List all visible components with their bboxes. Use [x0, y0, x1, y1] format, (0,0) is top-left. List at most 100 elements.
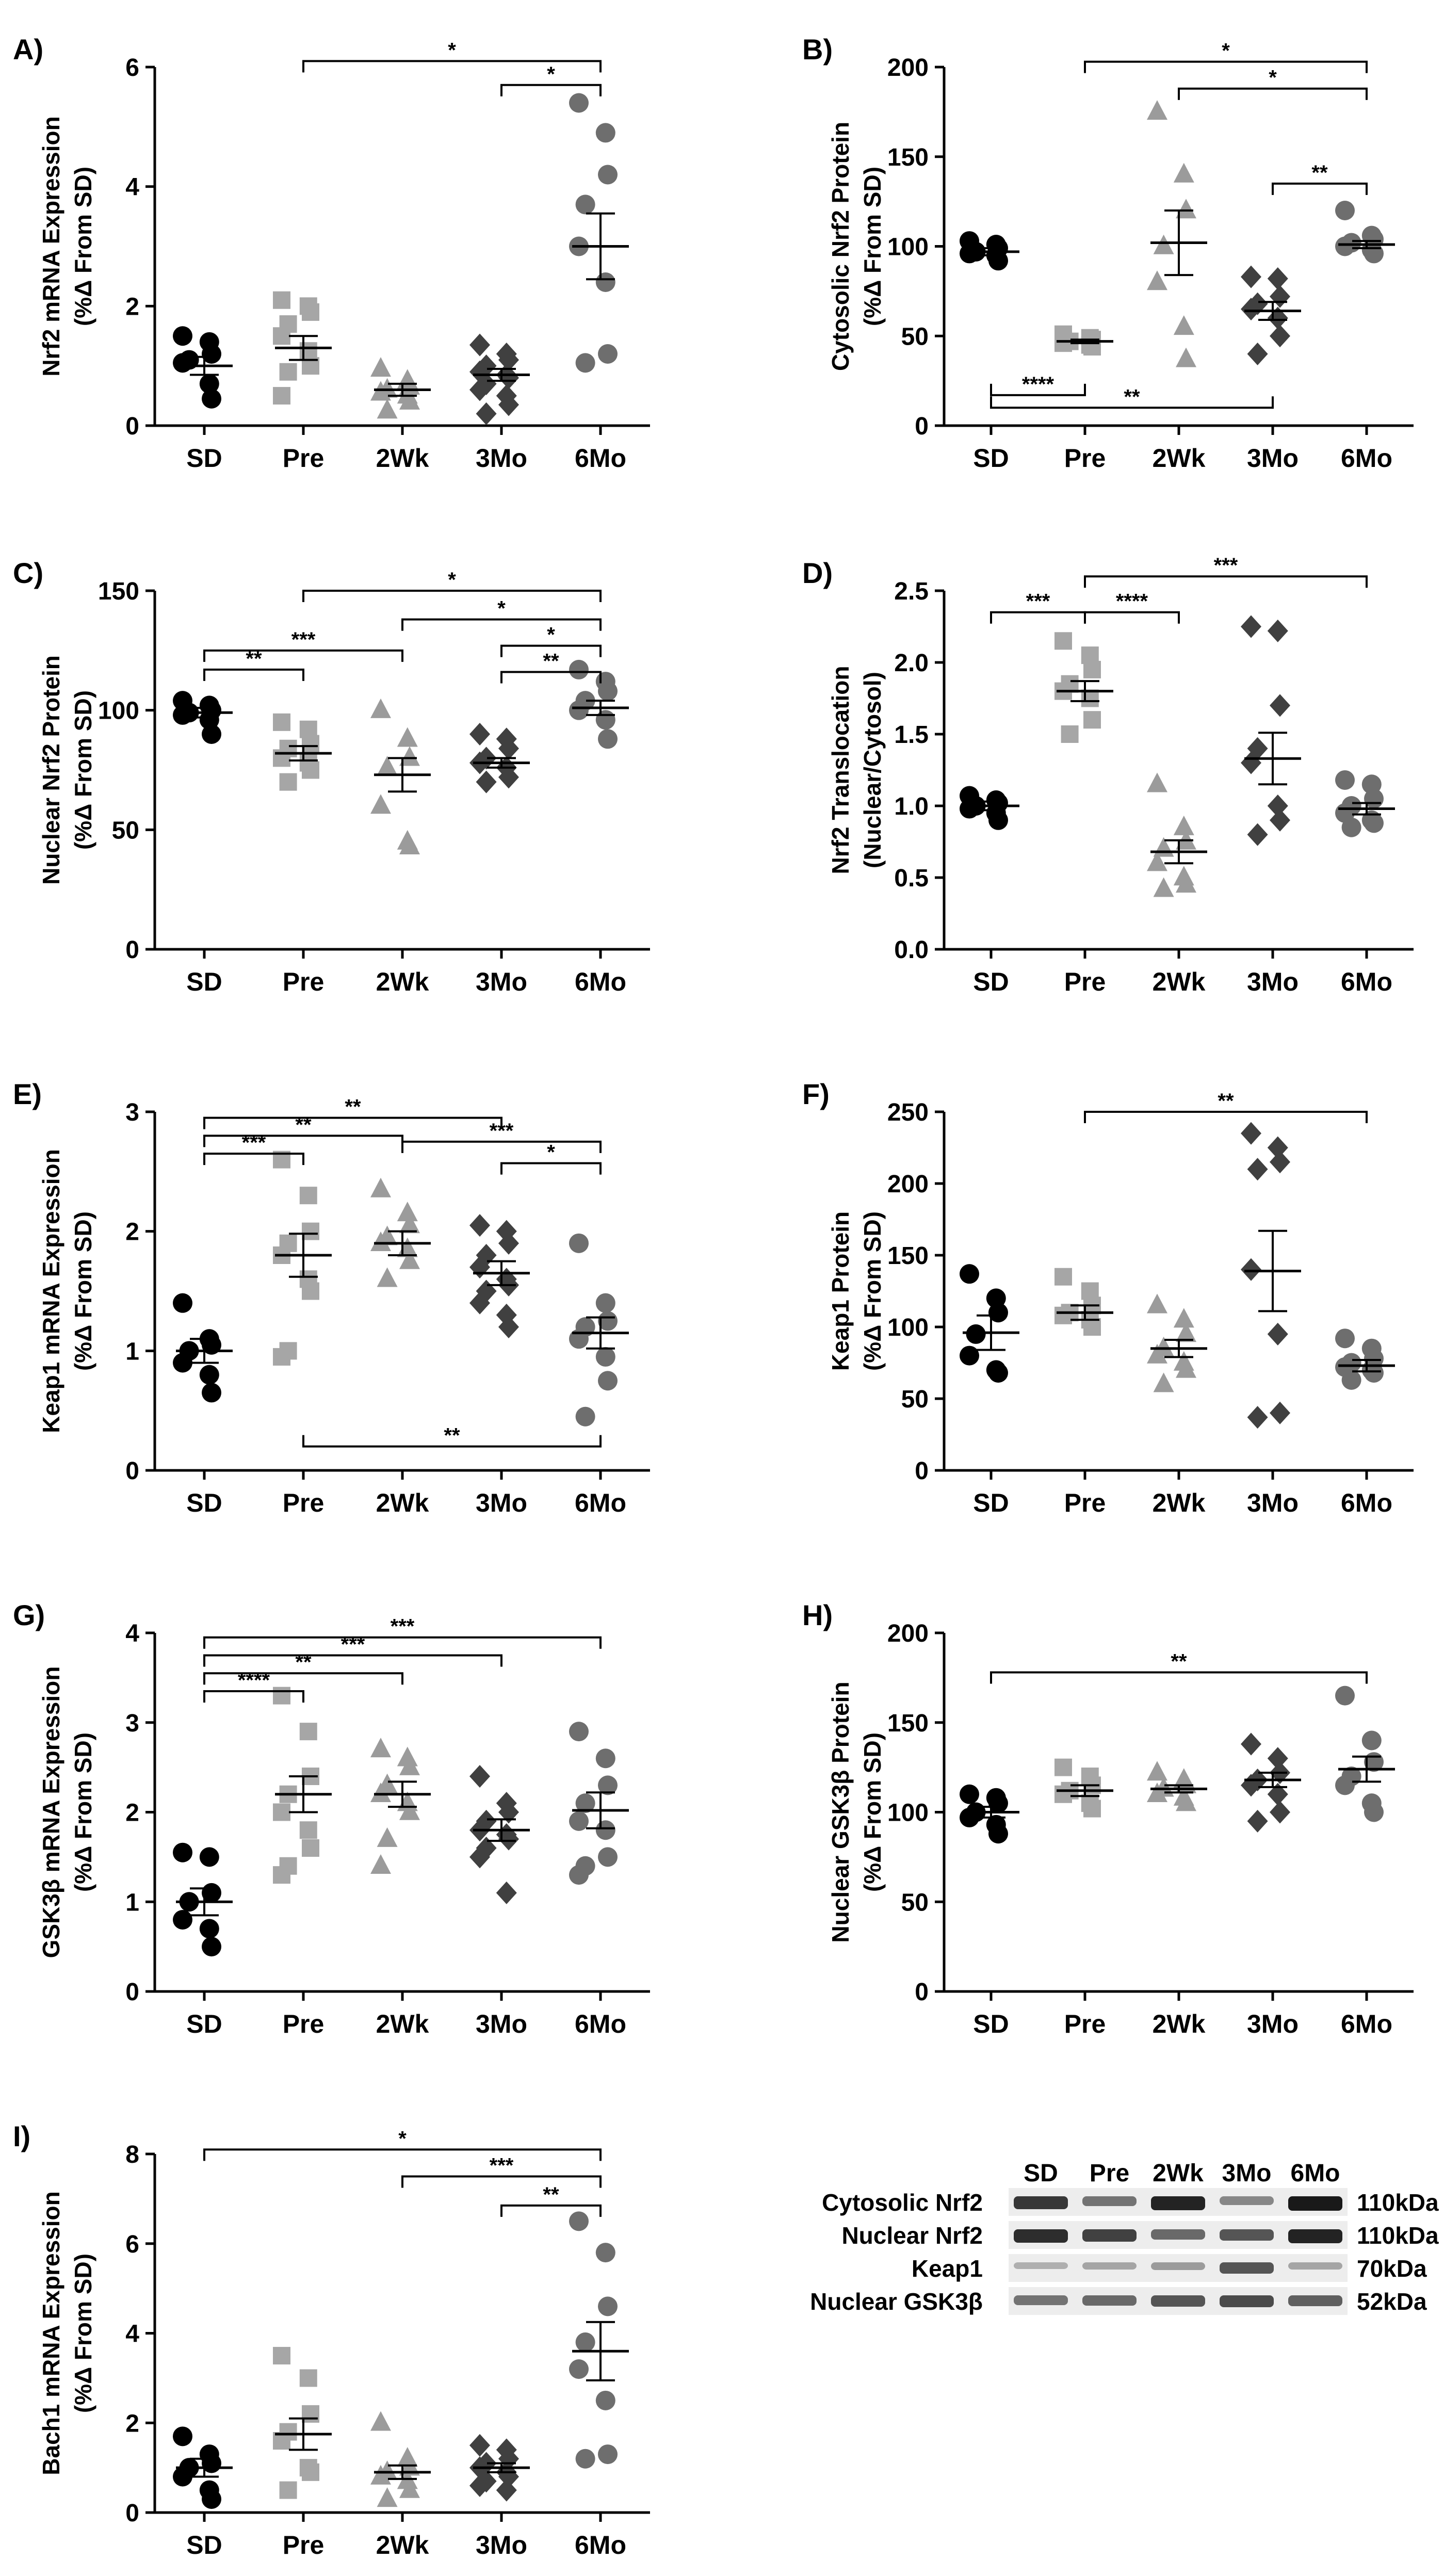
data-point [1147, 772, 1167, 792]
significance-bracket [500, 671, 602, 684]
data-point [469, 1214, 490, 1237]
data-point [1241, 1122, 1261, 1145]
data-point [1335, 1328, 1355, 1349]
data-point [1335, 1686, 1355, 1706]
x-tick-label: 3Mo [1247, 2010, 1299, 2038]
data-point [1247, 1809, 1268, 1833]
data-point [1335, 201, 1355, 220]
data-point [370, 1854, 391, 1874]
significance-bracket [500, 644, 602, 657]
data-point [1267, 619, 1288, 642]
data-point [1147, 1293, 1167, 1314]
x-tick-label: 3Mo [1247, 1488, 1299, 1517]
panel-letter: G) [13, 1599, 45, 1631]
data-point [496, 2478, 517, 2502]
y-tick-label: 1 [125, 1889, 139, 1916]
significance-label: *** [341, 1633, 365, 1656]
data-point [1335, 1775, 1355, 1795]
significance-bracket [302, 60, 602, 73]
x-tick-label: 3Mo [1247, 967, 1299, 996]
data-point [960, 1346, 979, 1366]
data-point [299, 2369, 317, 2387]
significance-label: * [398, 2127, 407, 2150]
data-point [273, 1866, 290, 1884]
significance-bracket [500, 1162, 602, 1175]
data-point [1054, 334, 1072, 352]
significance-label: * [448, 39, 456, 61]
y-axis-label: Nuclear Nrf2 Protein [38, 655, 64, 885]
data-point [469, 1291, 490, 1315]
data-point [302, 303, 319, 321]
data-point [988, 810, 1008, 830]
blot-band [1151, 2229, 1205, 2240]
data-point [1054, 1785, 1072, 1803]
data-point [302, 2463, 319, 2481]
data-point [496, 1881, 517, 1904]
data-point [1241, 615, 1261, 638]
data-point [397, 727, 418, 747]
significance-bracket [401, 618, 602, 631]
x-tick-label: 6Mo [575, 444, 626, 473]
x-tick-label: SD [186, 2010, 222, 2038]
blot-band [1288, 2229, 1342, 2243]
x-tick-label: 3Mo [1247, 444, 1299, 473]
y-tick-label: 4 [125, 1620, 139, 1647]
data-point [986, 1288, 1006, 1308]
data-point [1147, 851, 1167, 871]
data-point [1147, 100, 1167, 120]
blot-lane-label: 3Mo [1222, 2160, 1272, 2187]
data-point [595, 272, 615, 292]
y-axis-label: (%Δ From SD) [859, 167, 886, 326]
data-point [273, 1803, 290, 1821]
data-point [595, 2390, 615, 2410]
y-tick-label: 100 [887, 1314, 929, 1341]
data-point [377, 2487, 398, 2507]
blot-band [1288, 2196, 1342, 2211]
y-axis-label: (Nuclear/Cytosol) [859, 672, 886, 868]
x-tick-label: 3Mo [476, 2531, 527, 2559]
data-point [469, 1765, 490, 1788]
x-tick-label: Pre [1064, 2010, 1106, 2038]
x-tick-label: 2Wk [1153, 967, 1206, 996]
blot-row-label: Nuclear GSK3β [810, 2288, 983, 2315]
significance-label: * [547, 1141, 555, 1164]
y-axis-label: GSK3β mRNA Expression [38, 1666, 64, 1958]
blot-band [1220, 2262, 1274, 2274]
data-point [1361, 774, 1382, 795]
data-point [569, 1811, 589, 1831]
y-tick-label: 150 [98, 578, 139, 605]
y-tick-label: 1.5 [894, 721, 929, 749]
data-point [399, 834, 420, 854]
data-point [1270, 808, 1290, 832]
data-point [476, 402, 497, 425]
x-tick-label: SD [186, 2531, 222, 2559]
significance-bracket [203, 1153, 304, 1165]
y-axis-label: (%Δ From SD) [859, 1211, 886, 1371]
data-point [595, 1820, 615, 1840]
data-point [598, 344, 618, 364]
significance-label: ** [345, 1096, 361, 1119]
data-point [1270, 1801, 1290, 1824]
blot-band [1220, 2295, 1274, 2307]
data-point [273, 387, 290, 405]
y-tick-label: 250 [887, 1099, 929, 1126]
data-point [299, 1187, 317, 1205]
data-point [1270, 1401, 1290, 1424]
blot-row-label: Cytosolic Nrf2 [822, 2189, 983, 2216]
data-point [598, 2444, 618, 2465]
data-point [1341, 1370, 1361, 1390]
significance-label: **** [1116, 590, 1148, 613]
data-point [575, 2449, 595, 2469]
blot-lane-label: 2Wk [1153, 2160, 1204, 2187]
significance-bracket [302, 590, 602, 602]
data-point [498, 1232, 519, 1255]
data-point [469, 333, 490, 357]
y-axis-label: (%Δ From SD) [70, 1732, 96, 1892]
data-point [279, 363, 297, 381]
data-point [173, 1353, 192, 1373]
data-point [966, 1324, 986, 1344]
data-point [988, 1824, 1008, 1844]
data-point [370, 1782, 391, 1802]
data-point [1173, 1308, 1194, 1328]
data-point [498, 393, 519, 416]
